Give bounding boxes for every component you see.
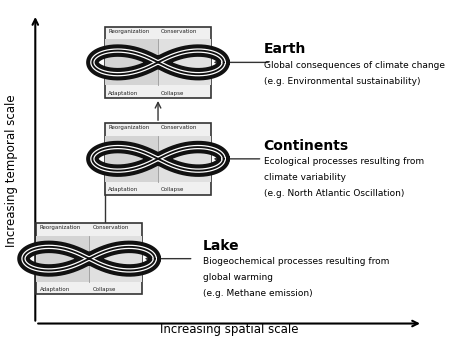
Text: Global consequences of climate change: Global consequences of climate change: [264, 61, 445, 70]
Text: (e.g. Environmental sustainability): (e.g. Environmental sustainability): [264, 77, 420, 86]
Text: Increasing temporal scale: Increasing temporal scale: [5, 94, 18, 247]
Text: Collapse: Collapse: [161, 91, 184, 96]
FancyBboxPatch shape: [158, 40, 211, 85]
FancyBboxPatch shape: [158, 136, 211, 182]
Text: Conservation: Conservation: [92, 225, 128, 230]
Text: Continents: Continents: [264, 139, 349, 153]
Text: Earth: Earth: [264, 42, 306, 56]
FancyBboxPatch shape: [36, 223, 142, 294]
Text: Reorganization: Reorganization: [109, 29, 150, 34]
FancyBboxPatch shape: [105, 136, 158, 182]
Text: Adaptation: Adaptation: [109, 188, 139, 192]
Text: Adaptation: Adaptation: [109, 91, 139, 96]
Text: Ecological processes resulting from: Ecological processes resulting from: [264, 157, 424, 166]
Text: climate variability: climate variability: [264, 173, 346, 182]
Text: global warming: global warming: [203, 273, 273, 282]
FancyBboxPatch shape: [89, 236, 142, 282]
Text: Conservation: Conservation: [161, 125, 198, 130]
Text: Reorganization: Reorganization: [39, 225, 81, 230]
Text: Lake: Lake: [203, 239, 240, 253]
Text: Biogeochemical processes resulting from: Biogeochemical processes resulting from: [203, 257, 390, 266]
Text: Adaptation: Adaptation: [39, 287, 70, 292]
FancyBboxPatch shape: [105, 123, 211, 195]
Text: Conservation: Conservation: [161, 29, 198, 34]
Text: Reorganization: Reorganization: [109, 125, 150, 130]
Text: Collapse: Collapse: [92, 287, 116, 292]
Text: (e.g. North Atlantic Oscillation): (e.g. North Atlantic Oscillation): [264, 189, 404, 198]
FancyBboxPatch shape: [105, 40, 158, 85]
Text: Collapse: Collapse: [161, 188, 184, 192]
Text: Increasing spatial scale: Increasing spatial scale: [160, 323, 298, 336]
Text: (e.g. Methane emission): (e.g. Methane emission): [203, 289, 313, 298]
FancyBboxPatch shape: [36, 236, 89, 282]
FancyBboxPatch shape: [105, 27, 211, 98]
